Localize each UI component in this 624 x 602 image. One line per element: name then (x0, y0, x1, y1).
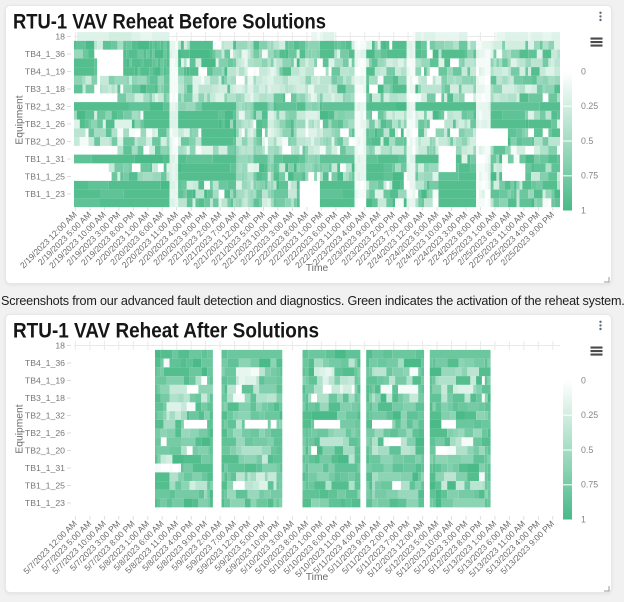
svg-text:TB1_1_25: TB1_1_25 (25, 171, 65, 181)
svg-text:Equipment: Equipment (15, 95, 26, 144)
svg-text:0: 0 (581, 66, 586, 76)
svg-text:0.5: 0.5 (581, 135, 593, 145)
svg-text:0.25: 0.25 (581, 101, 598, 111)
svg-text:TB1_1_25: TB1_1_25 (25, 480, 65, 490)
svg-text:TB2_1_20: TB2_1_20 (25, 136, 65, 146)
svg-text:Time: Time (306, 263, 329, 274)
svg-text:TB4_1_36: TB4_1_36 (25, 357, 65, 367)
svg-text:TB4_1_36: TB4_1_36 (25, 48, 65, 58)
svg-text:TB1_1_31: TB1_1_31 (25, 153, 65, 163)
svg-text:TB1_1_31: TB1_1_31 (25, 462, 65, 472)
svg-text:18: 18 (55, 31, 65, 41)
svg-text:TB1_1_23: TB1_1_23 (25, 497, 65, 507)
svg-text:Equipment: Equipment (15, 404, 26, 453)
svg-text:TB1_1_23: TB1_1_23 (25, 188, 65, 198)
svg-text:TB4_1_19: TB4_1_19 (25, 375, 65, 385)
svg-text:TB4_1_19: TB4_1_19 (25, 66, 65, 76)
svg-text:1: 1 (581, 514, 586, 524)
svg-text:RTU-1 VAV Reheat After Solutio: RTU-1 VAV Reheat After Solutions (13, 319, 319, 342)
svg-text:0.25: 0.25 (581, 410, 598, 420)
svg-text:TB3_1_18: TB3_1_18 (25, 83, 65, 93)
svg-text:TB2_1_32: TB2_1_32 (25, 101, 65, 111)
svg-text:TB2_1_32: TB2_1_32 (25, 410, 65, 420)
svg-text:TB2_1_26: TB2_1_26 (25, 427, 65, 437)
svg-text:0: 0 (581, 375, 586, 385)
svg-text:0.5: 0.5 (581, 444, 593, 454)
svg-text:RTU-1 VAV Reheat Before Soluti: RTU-1 VAV Reheat Before Solutions (13, 10, 326, 33)
svg-text:TB2_1_20: TB2_1_20 (25, 445, 65, 455)
svg-text:18: 18 (55, 340, 65, 350)
svg-text:TB2_1_26: TB2_1_26 (25, 118, 65, 128)
svg-text:0.75: 0.75 (581, 479, 598, 489)
svg-text:0.75: 0.75 (581, 170, 598, 180)
svg-text:Time: Time (306, 572, 329, 583)
svg-text:TB3_1_18: TB3_1_18 (25, 392, 65, 402)
svg-text:1: 1 (581, 205, 586, 215)
